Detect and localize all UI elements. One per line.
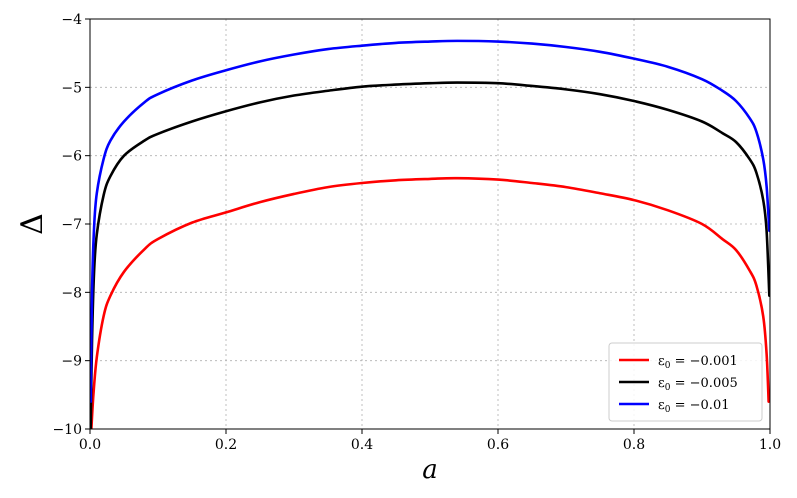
y-tick-label: −9 (61, 354, 82, 370)
y-axis-ticks: −10 −9 −8 −7 −6 −5 −4 (52, 12, 90, 438)
legend-label-2: ε0 = −0.005 (658, 376, 738, 393)
x-axis-ticks: 0.0 0.2 0.4 0.6 0.8 1.0 (79, 429, 781, 453)
x-tick-label: 0.2 (215, 437, 237, 453)
x-tick-label: 1.0 (759, 437, 781, 453)
series-line-2 (90, 81, 770, 429)
legend-label-1: ε0 = −0.001 (658, 354, 738, 371)
legend-box (608, 342, 763, 422)
y-tick-label: −4 (61, 12, 82, 28)
y-tick-label: −8 (61, 285, 82, 301)
legend: ε0 = −0.001 ε0 = −0.005 ε0 = −0.01 (608, 342, 763, 422)
y-axis-label: Δ (15, 213, 50, 235)
y-tick-label: −10 (52, 422, 82, 438)
x-tick-label: 0.6 (487, 437, 509, 453)
legend-label-3: ε0 = −0.01 (658, 398, 729, 415)
series-line-1 (90, 176, 770, 429)
x-tick-label: 0.8 (623, 437, 645, 453)
y-tick-label: −6 (61, 149, 82, 165)
series-layer (90, 39, 770, 429)
series-line-3 (90, 39, 770, 403)
y-tick-label: −7 (61, 217, 82, 233)
x-tick-label: 0.0 (79, 437, 101, 453)
y-tick-label: −5 (61, 80, 82, 96)
x-tick-label: 0.4 (351, 437, 373, 453)
x-axis-label: a (422, 455, 438, 485)
